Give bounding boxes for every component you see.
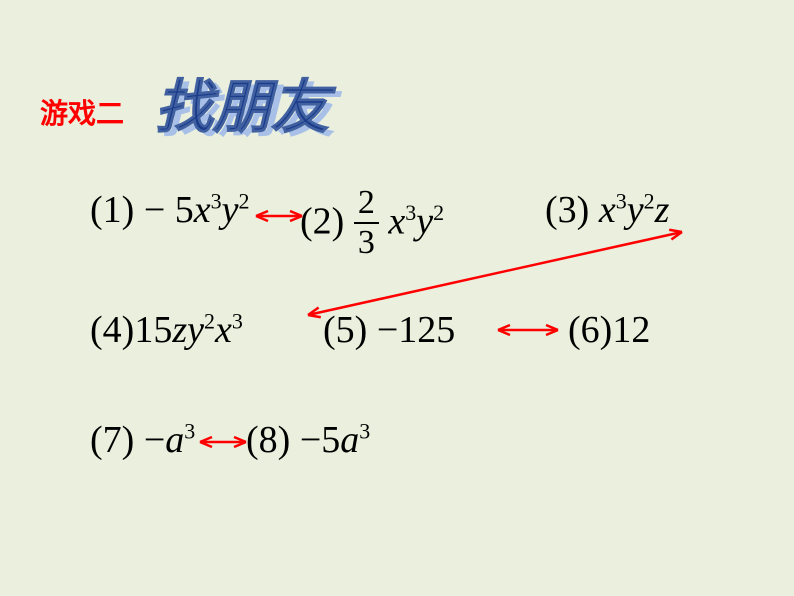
expr-4: (4)15zy2x3: [90, 308, 243, 352]
expr-3-prefix: (3): [545, 189, 589, 231]
expr-1: (1) − 5x3y2: [90, 188, 250, 232]
fraction-2-3: 2 3: [354, 186, 379, 260]
expr-8: (8) −5a3: [246, 418, 370, 462]
expr-7-prefix: (7): [90, 419, 134, 461]
expr-6: (6)12: [568, 308, 650, 352]
expr-8-prefix: (8): [246, 419, 290, 461]
expr-1-prefix: (1): [90, 189, 134, 231]
expr-5: (5) −125: [323, 308, 455, 352]
expr-6-prefix: (6): [568, 309, 612, 351]
expr-4-prefix: (4): [90, 309, 134, 351]
game-label: 游戏二: [40, 92, 124, 132]
expr-7: (7) −a3: [90, 418, 195, 462]
arrows-overlay: [0, 0, 794, 596]
expr-2-prefix: (2): [300, 201, 344, 243]
expr-2: (2) 2 3 x3y2: [300, 188, 444, 262]
expr-5-prefix: (5): [323, 309, 367, 351]
expr-3: (3) x3y2z: [545, 188, 669, 232]
title-main: 找朋友: [155, 60, 329, 144]
